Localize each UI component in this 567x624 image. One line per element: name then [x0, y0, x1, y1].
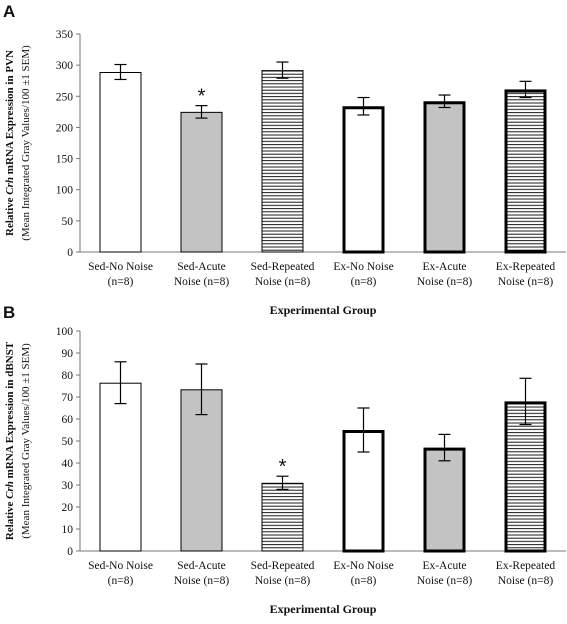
y-tick-label: 150: [56, 154, 74, 166]
category-label: Sed-Acute: [177, 560, 226, 572]
category-label-line2: Noise (n=8): [417, 575, 473, 587]
category-label-line2: Noise (n=8): [498, 276, 554, 288]
y-tick-label: 20: [62, 502, 74, 514]
y-tick-label: 0: [67, 247, 73, 259]
category-label: Ex-Acute: [422, 560, 466, 572]
chart-panel-b: B 0 10 20 30 40 50 60 70 80 90 100 Sed-No Noise (n=8)…: [3, 303, 566, 616]
category-label-line2: (n=8): [108, 575, 134, 587]
bar-2: [180, 389, 223, 552]
bar-6: [504, 401, 547, 553]
category-label-line2: (n=8): [351, 575, 377, 587]
category-label: Ex-Repeated: [496, 560, 556, 572]
y-tick-label: 200: [56, 122, 74, 134]
category-label: Sed-No Noise: [88, 261, 153, 273]
y-tick-label: 250: [56, 91, 74, 103]
category-label-line2: (n=8): [351, 276, 377, 288]
y-tick-label: 80: [62, 370, 74, 382]
bar-3: [261, 70, 304, 253]
y-axis-title: Relative Crh mRNA Expression in dBNST: [4, 341, 16, 540]
y-tick-label: 50: [62, 436, 74, 448]
category-label-line2: Noise (n=8): [174, 575, 230, 587]
category-label: Ex-No Noise: [333, 261, 393, 273]
y-tick-label: 100: [56, 326, 74, 338]
y-axis-title: Relative Crh mRNA Expression in PVN: [4, 50, 16, 236]
y-axis-subtitle: (Mean Integrated Gray Values/100 ±1 SEM): [20, 45, 32, 241]
significance-marker: *: [279, 456, 287, 478]
category-label-line2: Noise (n=8): [255, 575, 311, 587]
y-tick-label: 350: [56, 29, 74, 41]
chart-panel-a: A 0 50 100 150 200 250 300 350 Sed-No Noise (n=8) *…: [3, 2, 566, 317]
y-tick-label: 40: [62, 458, 74, 470]
y-tick-label: 10: [62, 524, 74, 536]
y-tick-label: 90: [62, 348, 74, 360]
x-axis-title: Experimental Group: [270, 303, 377, 317]
x-axis-title: Experimental Group: [270, 602, 377, 616]
category-label: Ex-Repeated: [496, 261, 556, 273]
category-label-line2: (n=8): [108, 276, 134, 288]
bar-6: [504, 89, 547, 254]
y-tick-label: 100: [56, 185, 74, 197]
category-label: Ex-No Noise: [333, 560, 393, 572]
y-tick-label: 70: [62, 392, 74, 404]
bar-5: [423, 101, 466, 254]
category-label: Sed-Repeated: [251, 261, 315, 273]
category-label: Sed-Acute: [177, 261, 226, 273]
y-tick-label: 50: [62, 216, 74, 228]
significance-marker: *: [198, 86, 206, 108]
category-label-line2: Noise (n=8): [417, 276, 473, 288]
bar-4: [342, 106, 385, 254]
y-axis-subtitle: (Mean Integrated Gray Values/100 ±1 SEM): [20, 343, 32, 539]
category-label-line2: Noise (n=8): [174, 276, 230, 288]
category-label: Ex-Acute: [422, 261, 466, 273]
y-tick-label: 30: [62, 480, 74, 492]
bar-1: [99, 382, 142, 552]
y-tick-label: 300: [56, 60, 74, 72]
bar-3: [261, 482, 304, 552]
panel-label: B: [3, 303, 15, 322]
bar-1: [99, 71, 142, 253]
category-label-line2: Noise (n=8): [255, 276, 311, 288]
bar-2: [180, 111, 223, 253]
y-tick-label: 0: [67, 546, 73, 558]
category-label: Sed-Repeated: [251, 560, 315, 572]
y-tick-label: 60: [62, 414, 74, 426]
category-label: Sed-No Noise: [88, 560, 153, 572]
category-label-line2: Noise (n=8): [498, 575, 554, 587]
panel-label: A: [3, 2, 15, 21]
bar-5: [423, 447, 466, 553]
